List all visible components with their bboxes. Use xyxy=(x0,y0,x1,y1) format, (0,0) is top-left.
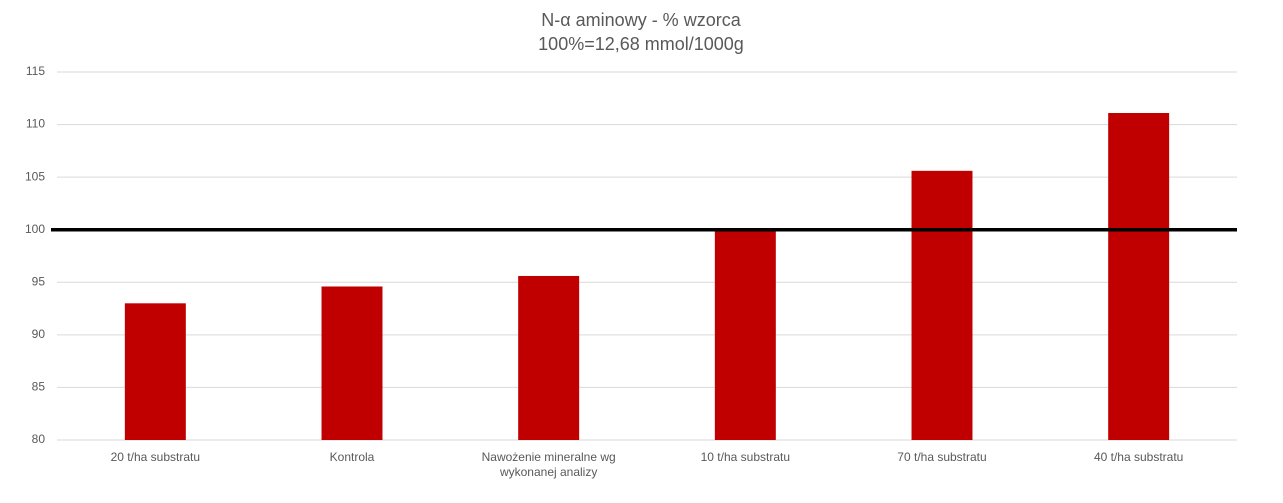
bar xyxy=(911,170,973,440)
y-tick-label: 90 xyxy=(32,327,46,341)
x-tick-label: 10 t/ha substratu xyxy=(700,450,791,464)
y-tick-label: 105 xyxy=(25,169,45,183)
y-tick-label: 80 xyxy=(32,432,46,446)
x-tick-label: Nawożenie mineralne wg wykonanej analizy xyxy=(481,450,616,479)
x-tick-label: 70 t/ha substratu xyxy=(897,450,987,464)
chart-title: N-α aminowy - % wzorca xyxy=(541,10,741,30)
y-tick-label: 85 xyxy=(32,380,46,394)
bar xyxy=(1108,113,1170,441)
chart-subtitle: 100%=12,68 mmol/1000g xyxy=(538,34,744,54)
bar xyxy=(518,275,580,440)
bar xyxy=(321,286,383,440)
x-tick-label: 20 t/ha substratu xyxy=(110,450,201,464)
bar xyxy=(124,303,186,440)
y-tick-label: 100 xyxy=(25,222,45,236)
y-tick-label: 115 xyxy=(26,64,45,78)
bar xyxy=(714,229,776,440)
x-tick-label: Kontrola xyxy=(329,450,375,464)
y-tick-label: 95 xyxy=(32,274,46,288)
y-tick-label: 110 xyxy=(26,117,45,131)
x-tick-label: 40 t/ha substratu xyxy=(1093,450,1184,464)
